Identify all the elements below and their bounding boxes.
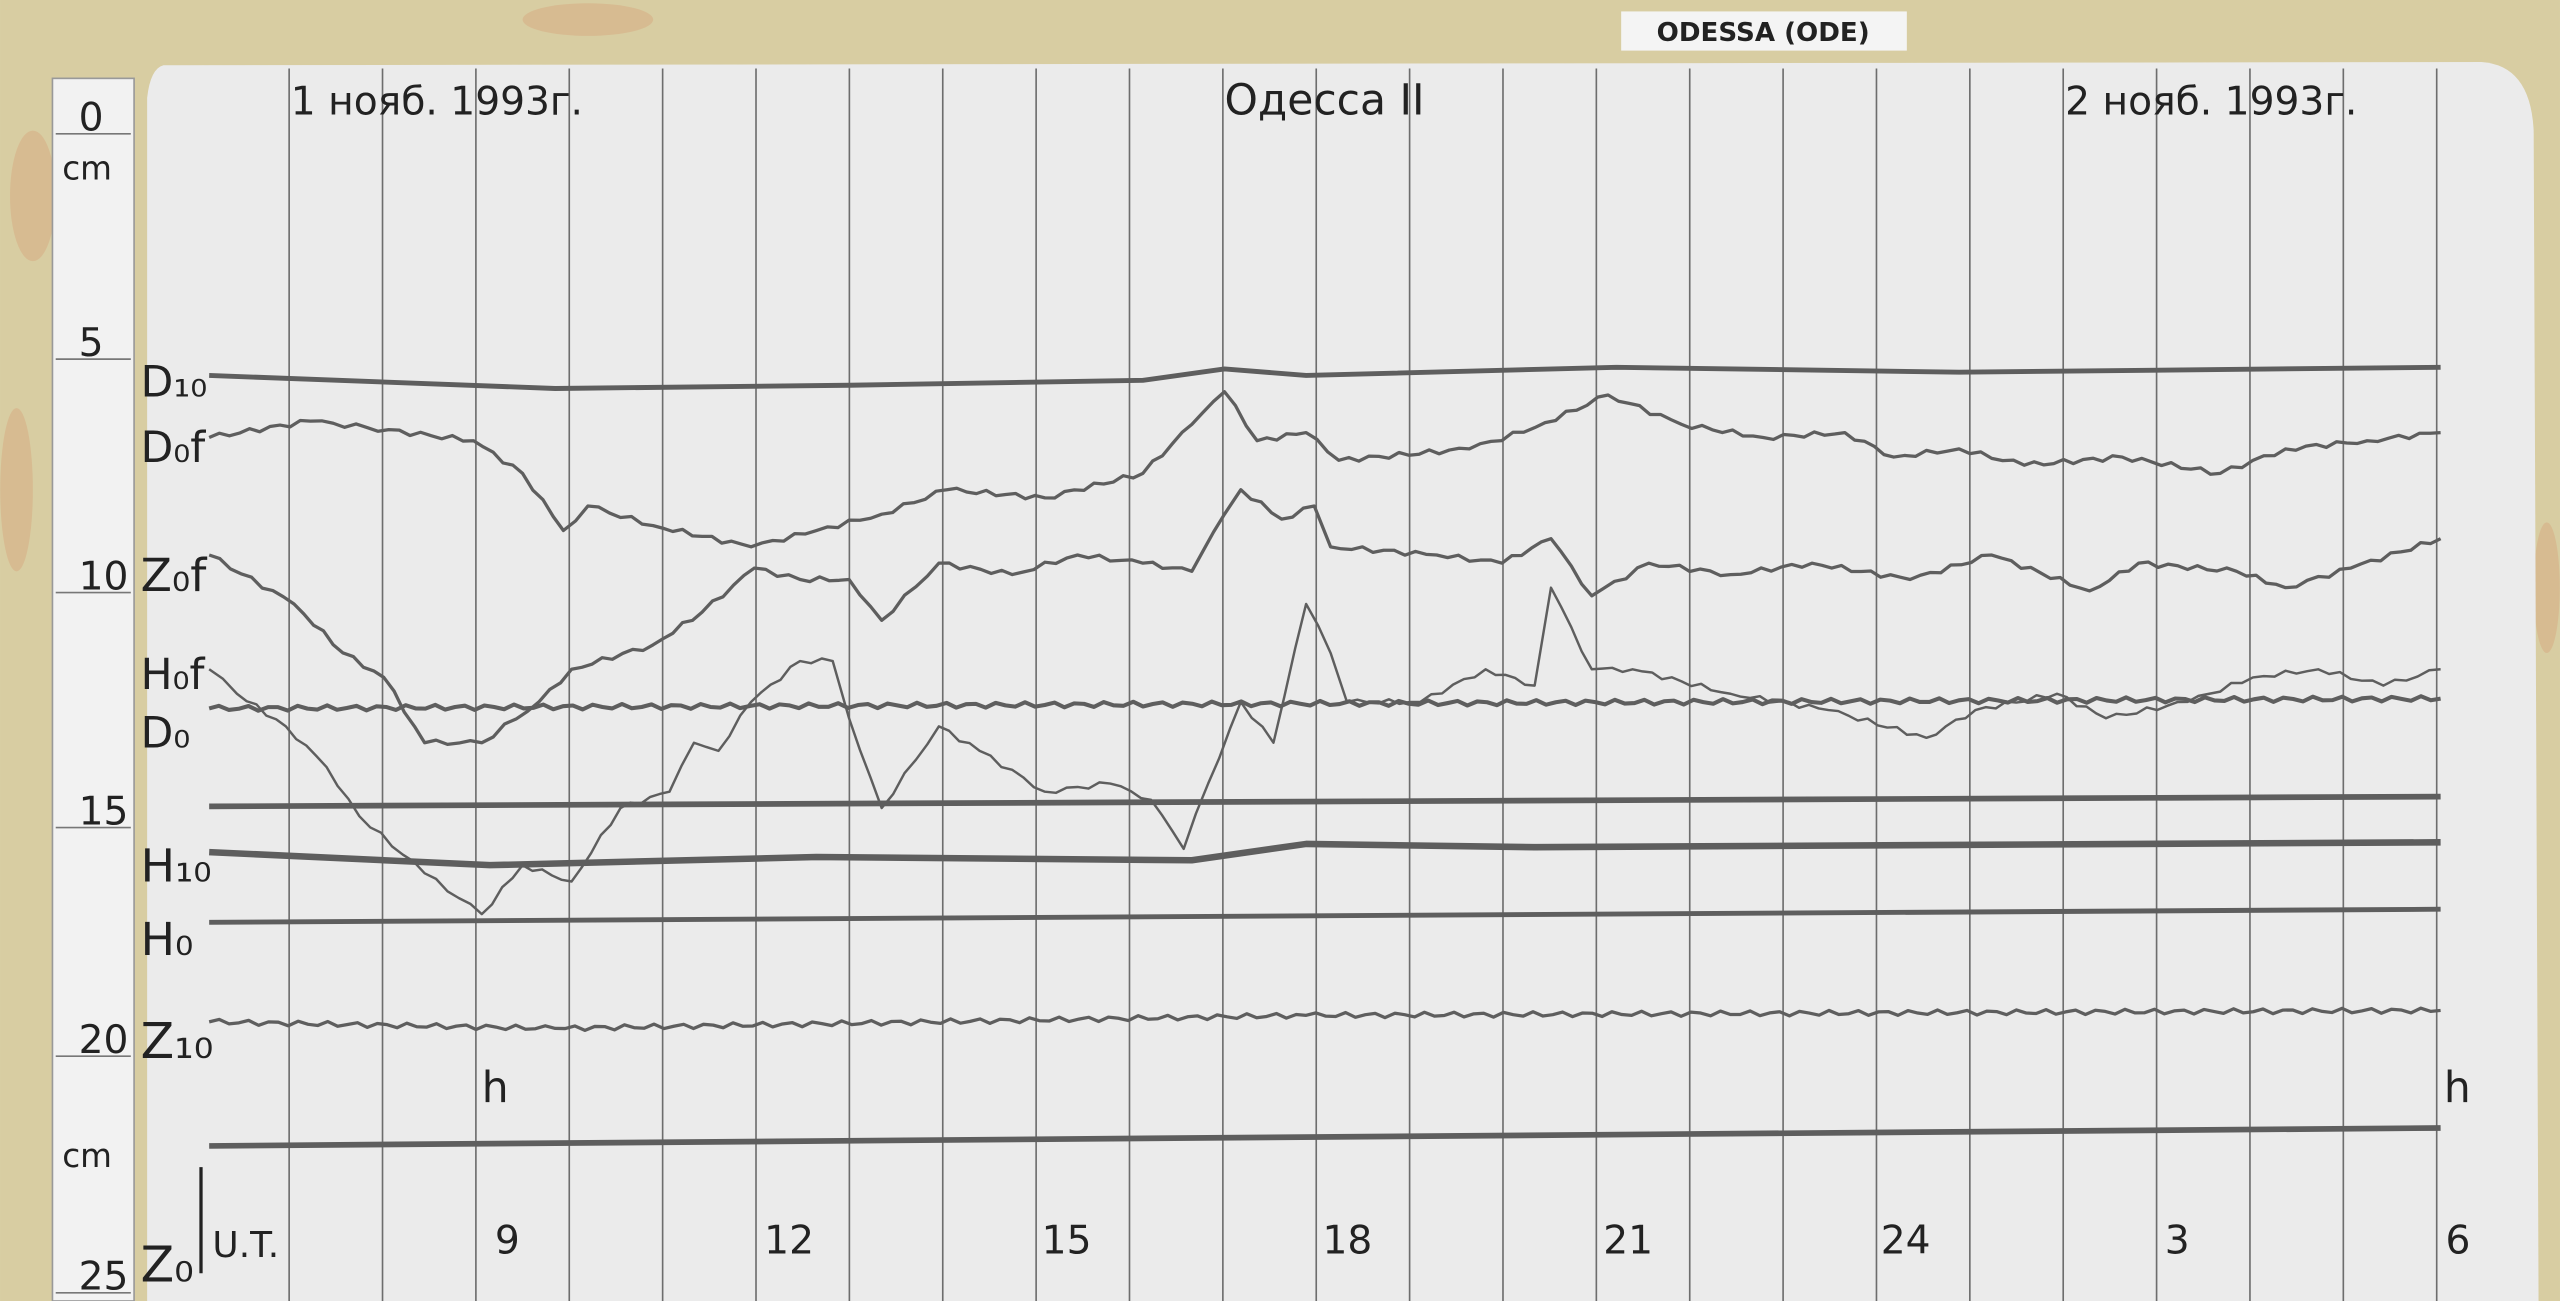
hour-label: 18 bbox=[1322, 1219, 1372, 1264]
station-card bbox=[1621, 11, 1907, 51]
trace-d0f bbox=[208, 390, 2441, 549]
trace-label-z10: Z₁₀ bbox=[141, 1013, 214, 1070]
scale-label: 20 bbox=[79, 1018, 129, 1063]
scale-label: 10 bbox=[79, 554, 129, 599]
trace-label-z0f: Z₀f bbox=[141, 549, 208, 602]
trace-h10 bbox=[209, 839, 2441, 869]
hour-label: 6 bbox=[2446, 1219, 2471, 1264]
scale-ruler bbox=[51, 77, 135, 1301]
hour-grid bbox=[288, 68, 2438, 1301]
scale-label: 0 bbox=[79, 96, 104, 141]
trace-label-h10: H₁₀ bbox=[141, 839, 212, 892]
hour-label: 15 bbox=[1042, 1219, 1092, 1264]
trace-z0f bbox=[208, 488, 2442, 746]
trace-label-h0f: H₀f bbox=[141, 651, 206, 700]
hour-label: 21 bbox=[1603, 1219, 1653, 1264]
hour-label: 24 bbox=[1881, 1219, 1931, 1264]
trace-z10 bbox=[208, 1006, 2441, 1032]
station-label: ODESSA (ODE) bbox=[1657, 18, 1870, 48]
trace-d10 bbox=[209, 364, 2441, 391]
wallpaper-pattern bbox=[0, 3, 2560, 653]
trace-z0 bbox=[209, 1125, 2441, 1149]
trace-label-d10: D₁₀ bbox=[141, 359, 208, 408]
trace-h0 bbox=[209, 906, 2441, 925]
time-axis-label: U.T. bbox=[212, 1225, 279, 1266]
cm-scale: 0 5 10 15 20 25 bbox=[55, 96, 131, 1300]
trace-d0 bbox=[208, 694, 2441, 713]
trace-label-h0: H₀ bbox=[141, 913, 194, 966]
hour-label: 12 bbox=[764, 1219, 814, 1264]
trace-label-d0f: D₀f bbox=[141, 424, 207, 473]
chart-title: Одесса II bbox=[1224, 76, 1424, 125]
traces bbox=[208, 364, 2442, 1149]
hour-marker-left: h bbox=[482, 1064, 509, 1113]
scale-label: 15 bbox=[79, 789, 129, 834]
trace-label-z0: Z₀ bbox=[141, 1236, 194, 1293]
date-right: 2 нояб. 1993г. bbox=[2065, 79, 2357, 124]
scale-unit-bottom: cm bbox=[62, 1137, 112, 1175]
hour-marker-right: h bbox=[2444, 1064, 2471, 1113]
hour-label: 9 bbox=[495, 1219, 520, 1264]
trace-baseline bbox=[209, 793, 2441, 810]
chart-paper bbox=[147, 62, 2539, 1301]
scale-unit-top: cm bbox=[62, 150, 112, 188]
scale-label: 25 bbox=[79, 1255, 129, 1300]
trace-label-d0: D₀ bbox=[141, 710, 191, 759]
scale-label: 5 bbox=[79, 321, 104, 366]
date-left: 1 нояб. 1993г. bbox=[291, 79, 583, 124]
hour-label: 3 bbox=[2165, 1219, 2190, 1264]
